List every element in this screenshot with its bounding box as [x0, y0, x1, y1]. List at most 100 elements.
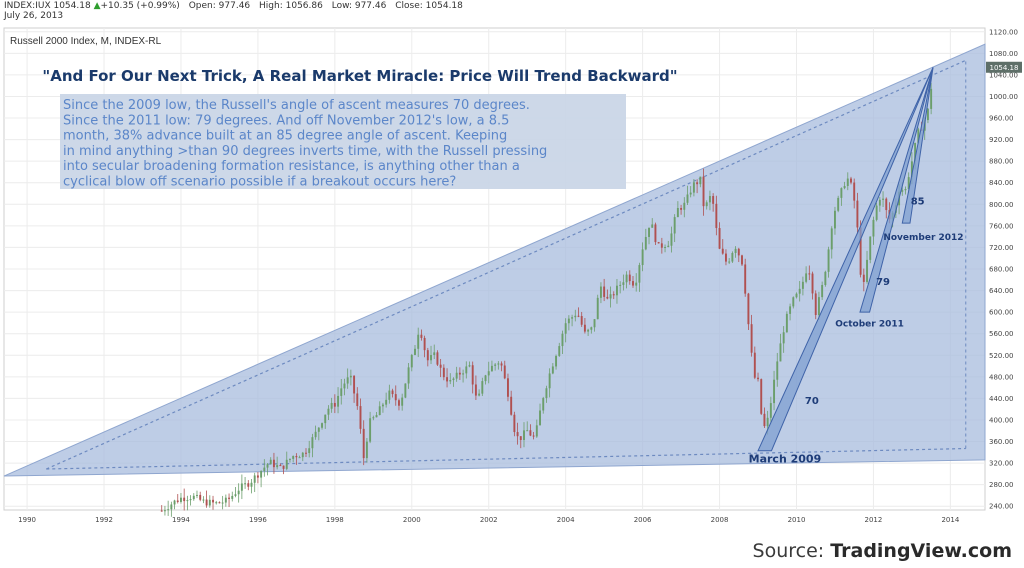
- candle-body: [356, 393, 359, 407]
- candle-body: [526, 430, 529, 432]
- last-price: 1054.18: [53, 1, 91, 11]
- candle-body: [744, 264, 747, 294]
- low-value: 977.46: [354, 1, 387, 11]
- candle-body: [551, 366, 554, 374]
- candle-body: [160, 510, 163, 512]
- candle-body: [532, 435, 535, 437]
- chart-subtitle: Russell 2000 Index, M, INDEX-RL: [10, 36, 162, 47]
- angle-origin-label: March 2009: [749, 452, 822, 465]
- candle-body: [221, 502, 224, 504]
- candle-body: [359, 406, 362, 429]
- candle-body: [657, 242, 660, 244]
- high-value: 1056.86: [285, 1, 323, 11]
- candle-body: [420, 334, 423, 338]
- y-tick-label: 960.00: [989, 115, 1014, 123]
- candle-body: [183, 497, 186, 502]
- candle-body: [747, 293, 750, 325]
- candle-body: [555, 355, 558, 367]
- candle-body: [369, 418, 372, 442]
- candle-body: [481, 381, 484, 394]
- candle-body: [484, 375, 487, 382]
- candle-body: [872, 219, 875, 237]
- candle-body: [247, 483, 250, 487]
- candle-body: [843, 185, 846, 189]
- candle-body: [741, 255, 743, 265]
- candle-body: [401, 397, 404, 406]
- candle-body: [660, 243, 663, 248]
- candle-body: [830, 228, 833, 250]
- high-label: High:: [259, 1, 283, 11]
- candle-body: [593, 319, 596, 328]
- candle-body: [808, 273, 811, 275]
- y-tick-label: 680.00: [989, 266, 1014, 274]
- x-tick-label: 1998: [326, 516, 344, 524]
- x-axis: 1990 1992 1994 1996 1998 2000 2002 2004 2006 2008…: [18, 516, 960, 524]
- candle-body: [446, 377, 449, 382]
- y-tick-label: 1080.00: [989, 50, 1018, 58]
- candle-body: [439, 364, 442, 368]
- y-tick-label: 520.00: [989, 352, 1014, 360]
- candle-body: [930, 88, 933, 109]
- candle-body: [779, 343, 782, 362]
- candle-body: [859, 227, 862, 275]
- candle-body: [583, 324, 586, 332]
- candle-body: [702, 176, 705, 207]
- candle-body: [574, 315, 577, 318]
- candle-body: [487, 371, 490, 376]
- chart-date: July 26, 2013: [4, 11, 64, 21]
- open-label: Open:: [188, 1, 216, 11]
- candle-body: [619, 284, 622, 286]
- candle-body: [689, 192, 692, 195]
- candle-body: [840, 188, 843, 198]
- symbol[interactable]: INDEX:IUX: [4, 1, 51, 11]
- candle-body: [234, 494, 237, 496]
- candle-body: [785, 313, 788, 333]
- candle-body: [696, 182, 699, 185]
- y-axis: 1120.00 1080.00 1040.00 1000.00 960.00 920.00…: [989, 28, 1018, 510]
- candle-body: [398, 400, 400, 406]
- candle-body: [455, 372, 458, 379]
- candle-body: [901, 190, 904, 192]
- candle-body: [782, 332, 785, 344]
- angle-label: 70: [805, 396, 819, 407]
- candle-body: [266, 464, 269, 468]
- candle-body: [760, 379, 763, 414]
- candle-body: [244, 483, 247, 485]
- commentary-line: Since the 2009 low, the Russell's angle …: [63, 98, 530, 113]
- y-tick-label: 800.00: [989, 201, 1014, 209]
- candle-body: [641, 249, 644, 266]
- candle-body: [718, 228, 721, 249]
- candle-body: [365, 441, 368, 459]
- candle-body: [272, 459, 275, 468]
- candle-body: [676, 207, 679, 218]
- candle-body: [289, 458, 291, 460]
- candle-body: [430, 355, 432, 361]
- candle-body: [276, 465, 279, 468]
- candle-body: [510, 396, 513, 415]
- x-tick-label: 1992: [95, 516, 113, 524]
- angle-origin-label: November 2012: [883, 233, 963, 243]
- candle-body: [317, 427, 320, 432]
- candle-body: [292, 456, 295, 459]
- candle-body: [904, 189, 907, 191]
- candle-body: [801, 281, 804, 289]
- candle-body: [875, 205, 878, 220]
- candle-body: [753, 352, 756, 378]
- candle-body: [436, 352, 439, 365]
- candle-body: [327, 408, 330, 415]
- angle-wedge: [757, 67, 934, 452]
- candle-body: [824, 271, 827, 285]
- candle-body: [305, 452, 307, 454]
- y-tick-label: 360.00: [989, 438, 1014, 446]
- candle-body: [769, 403, 772, 418]
- candle-body: [414, 348, 416, 355]
- angle-wedges: 70 March 2009 79 October 2011 85 November 201…: [749, 67, 964, 465]
- candle-body: [263, 467, 266, 472]
- candle-body: [349, 375, 352, 378]
- candle-body: [513, 414, 516, 433]
- candle-body: [603, 286, 606, 297]
- candle-body: [814, 293, 817, 316]
- x-tick-label: 2008: [711, 516, 729, 524]
- candle-body: [862, 274, 865, 282]
